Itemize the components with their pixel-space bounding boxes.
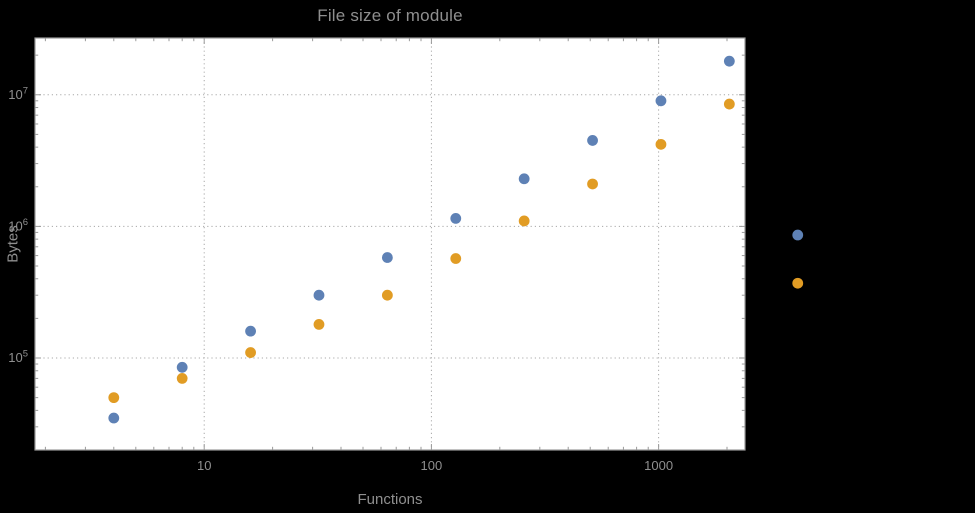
data-point-blue <box>176 361 188 373</box>
y-tick-label: 107 <box>8 85 28 102</box>
data-point-blue <box>245 325 256 337</box>
y-tick-label: 106 <box>8 217 28 234</box>
data-point-blue <box>792 229 804 241</box>
data-point-orange <box>792 277 804 289</box>
data-point-blue <box>655 95 667 107</box>
y-axis-label: Bytes <box>4 225 22 263</box>
x-tick-label: 1000 <box>644 458 673 473</box>
x-tick-label: 100 <box>421 458 443 473</box>
data-point-blue <box>587 135 598 146</box>
data-point-blue <box>381 252 393 263</box>
chart-title: File size of module <box>317 6 463 25</box>
data-point-orange <box>587 178 598 190</box>
data-point-blue <box>108 412 120 424</box>
x-tick-label: 10 <box>197 458 211 473</box>
plot-area <box>35 38 745 450</box>
data-point-orange <box>381 289 393 301</box>
data-point-blue <box>450 213 462 224</box>
data-point-orange <box>450 253 462 264</box>
data-point-orange <box>245 347 256 358</box>
data-point-blue <box>313 289 325 301</box>
data-point-orange <box>108 392 120 404</box>
data-point-orange <box>518 215 530 227</box>
x-axis-label: Functions <box>357 491 423 508</box>
data-point-orange <box>176 372 188 384</box>
data-point-orange <box>655 138 667 150</box>
data-point-blue <box>723 55 735 67</box>
plot-frame <box>34 37 746 451</box>
data-point-blue <box>518 173 530 185</box>
data-point-orange <box>723 98 735 110</box>
y-tick-label: 105 <box>8 349 28 366</box>
data-point-orange <box>313 319 325 330</box>
